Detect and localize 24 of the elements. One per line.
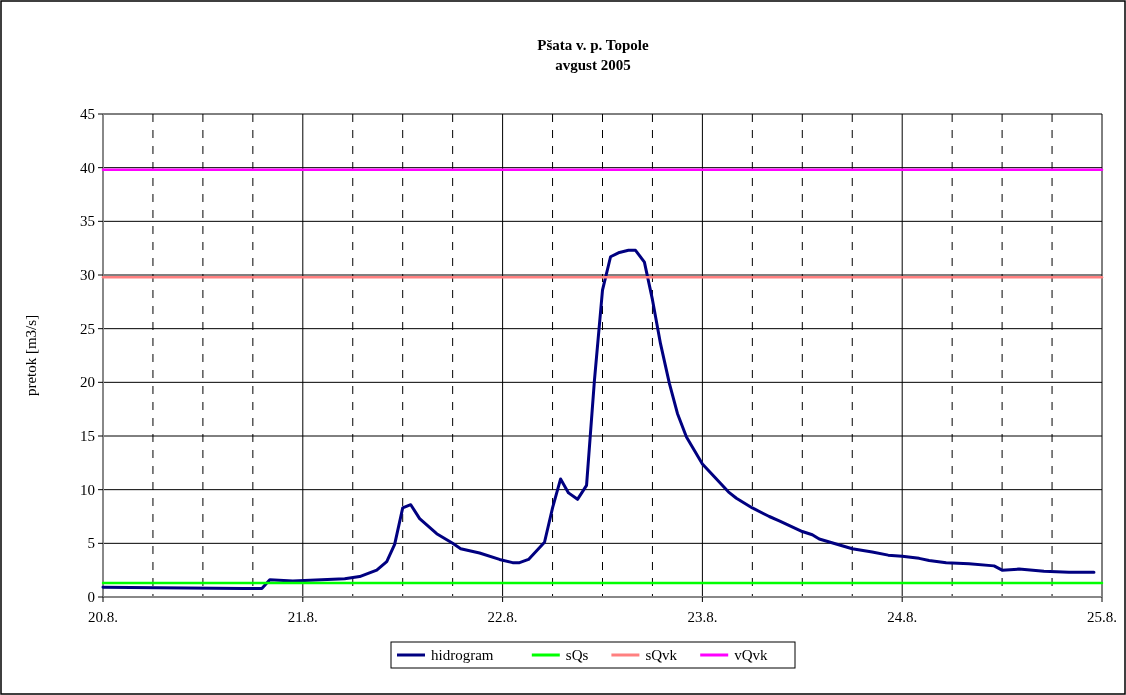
y-tick-label: 40 xyxy=(80,159,95,176)
chart-title: Pšata v. p. Topole xyxy=(537,37,649,53)
x-tick-label: 21.8. xyxy=(287,609,318,625)
y-tick-label: 25 xyxy=(80,320,95,337)
legend-label: sQs xyxy=(565,647,589,663)
y-tick-label: 15 xyxy=(80,428,95,444)
y-tick-label: 0 xyxy=(87,589,95,605)
y-tick-label: 5 xyxy=(87,535,95,552)
legend-label: vQvk xyxy=(734,647,769,663)
y-tick-label: 35 xyxy=(80,213,95,230)
y-tick-label: 30 xyxy=(80,267,95,283)
x-tick-label: 20.8. xyxy=(88,609,118,625)
y-tick-label: 45 xyxy=(80,106,95,122)
y-tick-label: 20 xyxy=(80,374,95,391)
x-tick-label: 23.8. xyxy=(687,609,718,625)
chart-subtitle: avgust 2005 xyxy=(555,57,631,73)
x-tick-label: 22.8. xyxy=(487,609,518,625)
y-axis-title: pretok [m3/s] xyxy=(23,314,39,397)
legend-label: hidrogram xyxy=(431,647,494,663)
x-tick-label: 25.8. xyxy=(1087,609,1117,625)
line-series xyxy=(101,248,1096,590)
x-tick-label: 24.8. xyxy=(887,609,918,625)
y-tick-label: 10 xyxy=(80,481,95,498)
legend-label: sQvk xyxy=(645,647,678,663)
